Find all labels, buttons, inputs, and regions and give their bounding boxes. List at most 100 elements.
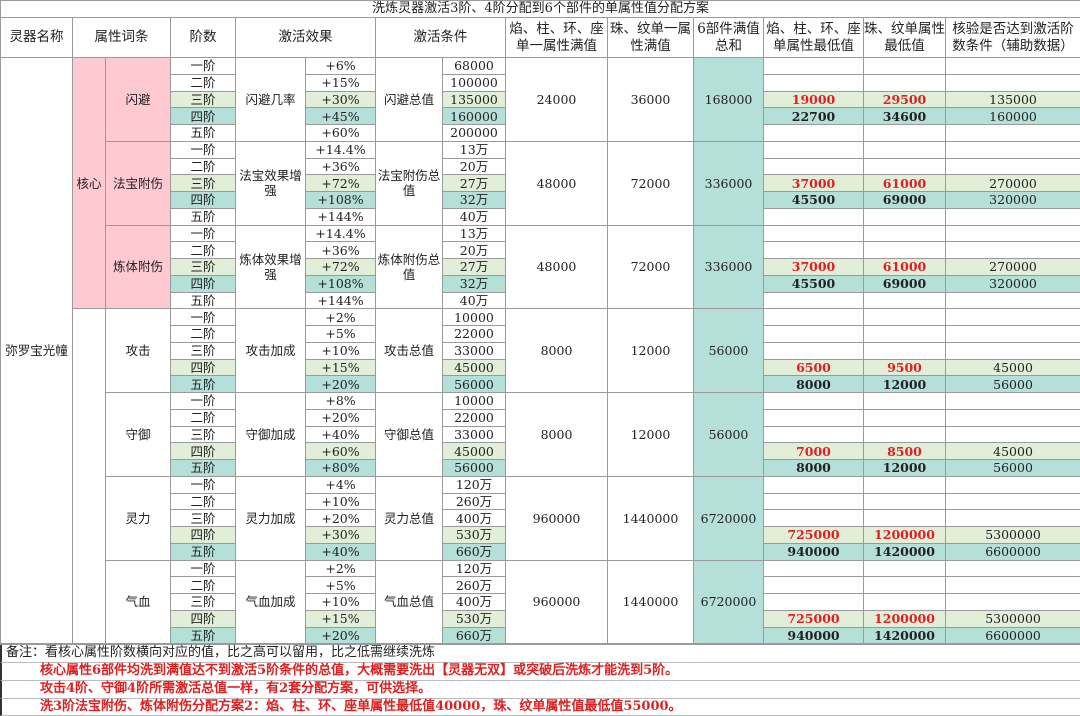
condition-name-cell[interactable]: 法宝附伤总值 [376,141,443,225]
effect-value-cell[interactable]: +20% [306,409,376,426]
attribute-cell[interactable]: 灵力 [106,476,171,560]
min-value-b-cell[interactable] [864,560,946,577]
min-value-b-cell[interactable]: 12000 [864,460,946,477]
min-value-b-cell[interactable] [864,309,946,326]
full-value-b-cell[interactable]: 12000 [608,309,694,393]
effect-name-cell[interactable]: 法宝效果增强 [236,141,306,225]
effect-name-cell[interactable]: 炼体效果增强 [236,225,306,309]
effect-value-cell[interactable]: +30% [306,527,376,544]
full-value-a-cell[interactable]: 48000 [506,225,608,309]
effect-value-cell[interactable]: +14.4% [306,141,376,158]
effect-value-cell[interactable]: +20% [306,510,376,527]
tier-cell[interactable]: 五阶 [171,543,236,560]
min-value-a-cell[interactable]: 8000 [764,376,864,393]
condition-value-cell[interactable]: 33000 [443,426,506,443]
condition-name-cell[interactable]: 灵力总值 [376,476,443,560]
condition-value-cell[interactable]: 40万 [443,292,506,309]
min-value-b-cell[interactable]: 1420000 [864,543,946,560]
min-value-a-cell[interactable] [764,577,864,594]
effect-value-cell[interactable]: +36% [306,242,376,259]
min-value-b-cell[interactable] [864,242,946,259]
min-value-a-cell[interactable] [764,225,864,242]
effect-value-cell[interactable]: +8% [306,393,376,410]
min-value-a-cell[interactable] [764,426,864,443]
condition-value-cell[interactable]: 32万 [443,275,506,292]
check-value-cell[interactable]: 5300000 [946,527,1080,544]
min-value-b-cell[interactable] [864,594,946,611]
tier-cell[interactable]: 一阶 [171,309,236,326]
tier-cell[interactable]: 二阶 [171,158,236,175]
check-value-cell[interactable] [946,141,1080,158]
condition-value-cell[interactable]: 530万 [443,527,506,544]
condition-value-cell[interactable]: 56000 [443,460,506,477]
full-value-a-cell[interactable]: 8000 [506,309,608,393]
full-value-a-cell[interactable]: 24000 [506,58,608,142]
full-value-a-cell[interactable]: 960000 [506,476,608,560]
attribute-cell[interactable]: 法宝附伤 [106,141,171,225]
full-value-b-cell[interactable]: 36000 [608,58,694,142]
effect-value-cell[interactable]: +144% [306,292,376,309]
tier-cell[interactable]: 一阶 [171,225,236,242]
min-value-a-cell[interactable]: 45500 [764,275,864,292]
tier-cell[interactable]: 二阶 [171,493,236,510]
tier-cell[interactable]: 五阶 [171,460,236,477]
condition-value-cell[interactable]: 260万 [443,493,506,510]
effect-value-cell[interactable]: +20% [306,376,376,393]
min-value-a-cell[interactable]: 37000 [764,259,864,276]
condition-value-cell[interactable]: 22000 [443,326,506,343]
effect-value-cell[interactable]: +5% [306,577,376,594]
condition-value-cell[interactable]: 120万 [443,560,506,577]
header-cell[interactable]: 核验是否达到激活阶数条件（辅助数据） [946,18,1080,58]
tier-cell[interactable]: 四阶 [171,610,236,627]
effect-value-cell[interactable]: +15% [306,359,376,376]
min-value-a-cell[interactable] [764,125,864,142]
effect-value-cell[interactable]: +6% [306,58,376,75]
full-value-b-cell[interactable]: 12000 [608,393,694,477]
effect-value-cell[interactable]: +60% [306,125,376,142]
total-full-value-cell[interactable]: 336000 [694,141,764,225]
tier-cell[interactable]: 三阶 [171,594,236,611]
min-value-b-cell[interactable]: 12000 [864,376,946,393]
noncore-group-cell[interactable] [73,309,106,644]
tier-cell[interactable]: 三阶 [171,510,236,527]
check-value-cell[interactable]: 135000 [946,91,1080,108]
tier-cell[interactable]: 五阶 [171,627,236,644]
effect-value-cell[interactable]: +14.4% [306,225,376,242]
check-value-cell[interactable] [946,493,1080,510]
header-cell[interactable]: 阶数 [171,18,236,58]
min-value-b-cell[interactable] [864,292,946,309]
core-group-cell[interactable]: 核心 [73,58,106,309]
min-value-a-cell[interactable] [764,326,864,343]
condition-value-cell[interactable]: 13万 [443,225,506,242]
min-value-b-cell[interactable] [864,476,946,493]
effect-value-cell[interactable]: +5% [306,326,376,343]
min-value-b-cell[interactable] [864,409,946,426]
note-line[interactable]: 核心属性6部件均洗到满值达不到激活5阶条件的总值，大概需要洗出【灵器无双】或突破… [0,663,1080,681]
min-value-a-cell[interactable] [764,493,864,510]
condition-value-cell[interactable]: 120万 [443,476,506,493]
tier-cell[interactable]: 五阶 [171,292,236,309]
tier-cell[interactable]: 三阶 [171,175,236,192]
effect-value-cell[interactable]: +40% [306,543,376,560]
min-value-b-cell[interactable] [864,125,946,142]
condition-value-cell[interactable]: 20万 [443,242,506,259]
tier-cell[interactable]: 三阶 [171,342,236,359]
effect-value-cell[interactable]: +45% [306,108,376,125]
total-full-value-cell[interactable]: 336000 [694,225,764,309]
condition-value-cell[interactable]: 400万 [443,594,506,611]
effect-name-cell[interactable]: 气血加成 [236,560,306,644]
header-cell[interactable]: 灵器名称 [1,18,73,58]
tier-cell[interactable]: 一阶 [171,58,236,75]
condition-value-cell[interactable]: 135000 [443,91,506,108]
total-full-value-cell[interactable]: 168000 [694,58,764,142]
tier-cell[interactable]: 四阶 [171,527,236,544]
min-value-b-cell[interactable] [864,225,946,242]
min-value-a-cell[interactable] [764,58,864,75]
check-value-cell[interactable]: 160000 [946,108,1080,125]
tier-cell[interactable]: 二阶 [171,326,236,343]
tier-cell[interactable]: 二阶 [171,409,236,426]
full-value-b-cell[interactable]: 1440000 [608,476,694,560]
tier-cell[interactable]: 二阶 [171,242,236,259]
effect-value-cell[interactable]: +2% [306,560,376,577]
min-value-b-cell[interactable] [864,208,946,225]
